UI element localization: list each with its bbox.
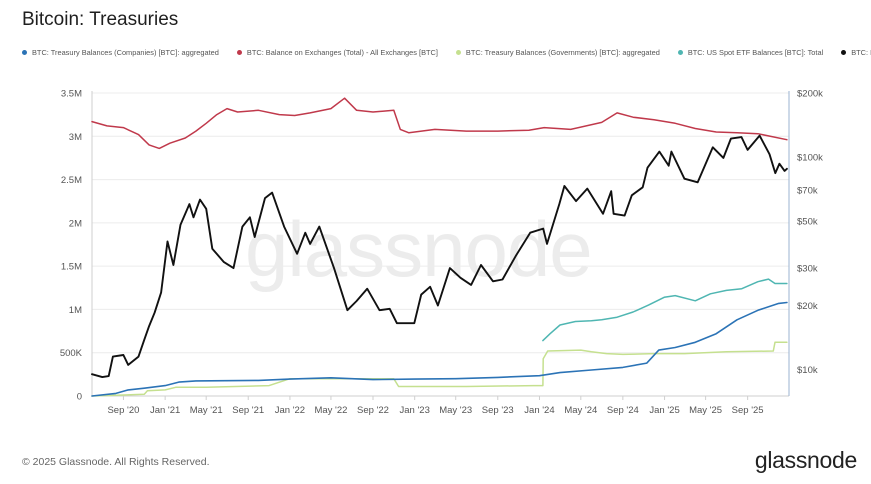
x-tick-label: Jan '21: [150, 405, 180, 416]
y-left-tick-label: 2.5M: [61, 175, 82, 186]
x-tick-label: Sep '21: [232, 405, 264, 416]
legend-swatch: [236, 49, 242, 55]
y-left-tick-label: 3.5M: [61, 89, 82, 100]
y-left-tick-label: 500K: [60, 348, 83, 359]
x-tick-label: May '25: [689, 405, 722, 416]
y-left-tick-label: 1M: [69, 305, 82, 316]
x-tick-label: Jan '25: [649, 405, 679, 416]
legend-label: BTC: Balance on Exchanges (Total) - All …: [246, 47, 438, 57]
legend: BTC: Treasury Balances (Companies) [BTC]…: [22, 45, 871, 59]
y-right-tick-label: $50k: [797, 216, 818, 227]
y-right-tick-label: $100k: [797, 152, 823, 163]
copyright-footer: © 2025 Glassnode. All Rights Reserved.: [22, 456, 210, 468]
series-etf: [542, 278, 788, 342]
gridlines: [91, 91, 790, 397]
x-tick-label: Sep '25: [732, 405, 764, 416]
chart-title: Bitcoin: Treasuries: [22, 9, 179, 30]
legend-item[interactable]: BTC: Balance on Exchanges (Total) - All …: [236, 45, 438, 59]
y-right-tick-label: $70k: [797, 185, 818, 196]
series-governments: [91, 341, 788, 397]
series-companies: [91, 301, 788, 397]
y-axis-left: 0 500K 1M 1.5M 2M 2.5M 3M 3.5M: [60, 89, 83, 403]
legend-label: BTC: Treasury Balances (Governments) [BT…: [465, 47, 660, 57]
legend-item[interactable]: BTC: US Spot ETF Balances [BTC]: Total: [677, 45, 824, 59]
brand-logo[interactable]: glassnode: [754, 447, 857, 473]
x-tick-label: May '23: [439, 405, 472, 416]
y-left-tick-label: 1.5M: [61, 262, 82, 273]
y-right-tick-label: $10k: [797, 365, 818, 376]
legend-item[interactable]: BTC: Treasury Balances (Governments) [BT…: [455, 45, 660, 59]
series-exchanges: [91, 97, 788, 150]
x-tick-label: Sep '20: [107, 405, 139, 416]
y-left-tick-label: 2M: [69, 218, 82, 229]
series-price: [91, 134, 788, 379]
legend-item[interactable]: BTC: Treasury Balances (Companies) [BTC]…: [22, 45, 219, 59]
legend-label: BTC: Treasury Balances (Companies) [BTC]…: [32, 47, 219, 57]
x-tick-label: May '21: [190, 405, 223, 416]
x-tick-label: Sep '24: [607, 405, 639, 416]
legend-swatch: [455, 49, 461, 55]
x-tick-label: Jan '22: [275, 405, 305, 416]
y-right-tick-label: $20k: [797, 301, 818, 312]
x-axis: Sep '20 Jan '21 May '21 Sep '21 Jan '22 May '…: [107, 396, 764, 416]
x-tick-label: Jan '24: [524, 405, 554, 416]
legend-label: BTC: Price [USD]: [851, 47, 871, 57]
y-right-tick-label: $30k: [797, 264, 818, 275]
legend-item[interactable]: BTC: Price [USD]: [841, 45, 871, 59]
legend-swatch: [22, 49, 27, 55]
y-left-tick-label: 3M: [69, 132, 82, 143]
x-tick-label: Sep '22: [357, 405, 389, 416]
legend-swatch: [841, 49, 847, 55]
legend-label: BTC: US Spot ETF Balances [BTC]: Total: [687, 47, 824, 57]
series-group: [91, 97, 788, 397]
x-tick-label: May '24: [564, 405, 597, 416]
x-tick-label: May '22: [314, 405, 347, 416]
x-tick-label: Sep '23: [482, 405, 514, 416]
x-tick-label: Jan '23: [400, 405, 430, 416]
legend-swatch: [677, 49, 683, 55]
y-right-tick-label: $200k: [797, 89, 823, 100]
y-axis-right: $10k $20k $30k $50k $70k $100k $200k: [797, 89, 823, 376]
watermark: glassnode: [245, 205, 592, 293]
y-left-tick-label: 0: [77, 392, 82, 403]
